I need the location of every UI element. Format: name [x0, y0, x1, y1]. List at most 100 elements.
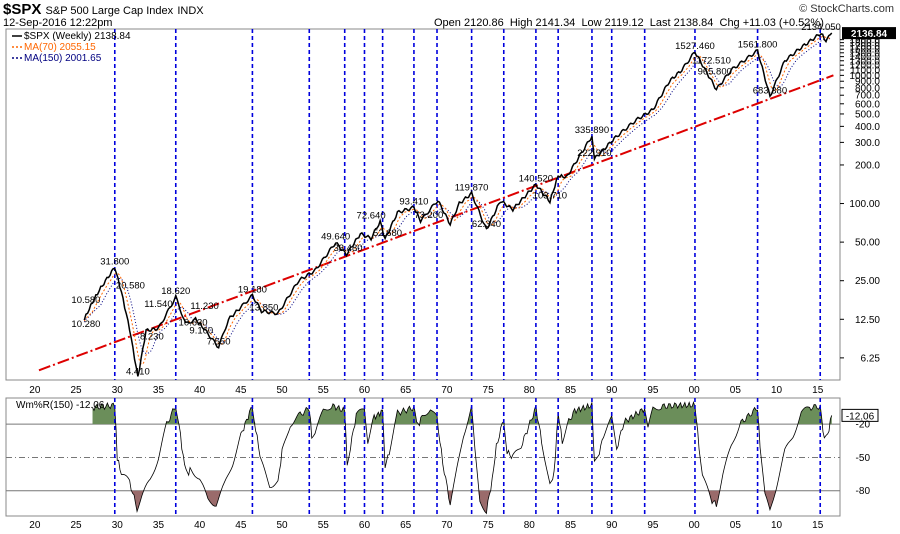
y-tick-label: 600.0 [855, 99, 880, 110]
x-tick-label: 40 [194, 385, 206, 396]
price-annotation: 103.710 [533, 191, 567, 202]
y-tick-label: 200.0 [855, 160, 880, 171]
x-tick-label: 30 [112, 520, 124, 531]
price-annotation: 11.540 [144, 299, 172, 310]
index-name: S&P 500 Large Cap Index [45, 5, 174, 17]
y-tick-label: -20 [856, 420, 871, 431]
x-tick-label: 60 [359, 520, 371, 531]
x-tick-label: 30 [112, 385, 124, 396]
price-annotation: 222.910 [577, 148, 611, 159]
price-annotation: 9.160 [189, 326, 213, 337]
last-price-box [842, 27, 896, 40]
x-tick-label: 05 [730, 520, 742, 531]
y-tick-label: 1000.0 [849, 71, 880, 82]
open-value: Open 2120.86 [434, 17, 504, 29]
y-tick-label: 1600.0 [849, 45, 880, 56]
x-tick-label: 50 [277, 520, 289, 531]
x-tick-label: 10 [771, 385, 783, 396]
x-tick-label: 95 [647, 520, 659, 531]
price-panel-frame [5, 28, 841, 381]
price-annotation: 52.680 [373, 228, 402, 239]
price-annotation: 93.410 [399, 196, 428, 207]
x-tick-label: 65 [400, 385, 412, 396]
x-tick-label: 55 [318, 520, 330, 531]
overbought-fill [92, 402, 832, 425]
y-tick-label: 100.00 [849, 199, 880, 210]
x-tick-label: 65 [400, 520, 412, 531]
y-tick-label: 500.0 [855, 109, 880, 120]
y-tick-label: 12.50 [855, 315, 880, 326]
x-tick-label: 05 [730, 385, 742, 396]
price-annotation: 7.550 [207, 336, 231, 347]
price-annotation: 1172.510 [692, 56, 731, 67]
price-annotation: 965.800 [698, 66, 732, 77]
low-value: Low 2119.12 [581, 17, 644, 29]
price-annotation: 140.520 [519, 174, 553, 185]
y-tick-label: -50 [856, 453, 871, 464]
x-tick-label: 35 [153, 520, 165, 531]
x-tick-label: 25 [70, 520, 82, 531]
price-annotation: 62.340 [472, 219, 501, 230]
price-annotation: 1527.460 [675, 41, 715, 52]
legend-label: MA(70) 2055.15 [24, 42, 96, 53]
x-tick-label: 40 [194, 520, 206, 531]
y-tick-label: 1800.0 [849, 38, 880, 49]
x-tick-label: 00 [689, 385, 701, 396]
y-tick-label: -12.06 [846, 411, 875, 422]
y-tick-label: 800.0 [855, 83, 880, 94]
legend-label: MA(150) 2001.65 [24, 53, 102, 64]
legend-label: $SPX (Weekly) 2138.84 [24, 31, 131, 42]
y-tick-label: 1100.0 [850, 66, 880, 77]
last-value: Last 2138.84 [649, 17, 714, 29]
x-tick-label: 90 [606, 520, 618, 531]
chart-title: $SPX S&P 500 Large Cap Index INDX [3, 1, 204, 18]
y-tick-label: 300.0 [855, 138, 880, 149]
price-annotation: 335.890 [575, 125, 609, 136]
price-annotation: 119.870 [455, 182, 489, 193]
y-tick-label: -80 [856, 486, 871, 497]
indicator-value-box [841, 408, 879, 422]
price-annotation: 31.800 [100, 256, 129, 267]
x-tick-label: 60 [359, 385, 371, 396]
x-tick-label: 80 [524, 385, 536, 396]
price-annotation: 49.640 [321, 232, 350, 243]
price-annotation: 18.620 [161, 286, 190, 297]
price-annotation: 10.630 [179, 317, 208, 328]
quote-line: Open 2120.86 High 2141.34 Low 2119.12 La… [434, 17, 824, 29]
x-tick-label: 85 [565, 520, 577, 531]
high-value: High 2141.34 [509, 17, 576, 29]
indicator-panel: 20 25 30 35 40 45 50 55 60 65 70 75 80 85 90 95 00 05 10 15… [5, 397, 879, 531]
chart-date: 12-Sep-2016 12:22pm [3, 17, 113, 29]
x-tick-label: 70 [441, 520, 453, 531]
y-tick-label: 1500.0 [849, 48, 880, 59]
y-tick-label: 50.00 [855, 238, 880, 249]
price-annotation: 8.230 [140, 332, 164, 343]
price-annotation: 1561.800 [738, 40, 778, 51]
oversold-fill [92, 490, 832, 514]
brand-watermark: © StockCharts.com [799, 3, 894, 15]
price-annotation: 683.380 [753, 86, 787, 97]
price-annotation: 72.640 [357, 210, 386, 221]
change-value: Chg +11.03 (+0.52%) [719, 17, 824, 29]
price-line [83, 32, 833, 377]
y-tick-label: 1900.0 [849, 35, 880, 46]
y-tick-label: 1700.0 [849, 41, 880, 52]
x-tick-label: 90 [606, 385, 618, 396]
y-tick-label: 2136.84 [851, 29, 888, 40]
x-tick-label: 35 [153, 385, 165, 396]
price-annotation: 11.230 [190, 301, 218, 312]
exchange: INDX [177, 5, 204, 17]
price-annotation: 19.180 [238, 284, 267, 295]
price-annotation: 33.480 [333, 243, 362, 254]
x-tick-label: 50 [277, 385, 289, 396]
indicator-label: Wm%R(150) -12.06 [16, 400, 105, 411]
price-annotation: 10.280 [71, 319, 100, 330]
x-tick-label: 45 [235, 385, 247, 396]
williams-r-line [92, 401, 833, 515]
y-tick-label: 25.00 [855, 276, 880, 287]
x-tick-label: 15 [812, 385, 824, 396]
x-tick-label: 95 [647, 385, 659, 396]
price-annotation: 10.580 [71, 295, 100, 306]
